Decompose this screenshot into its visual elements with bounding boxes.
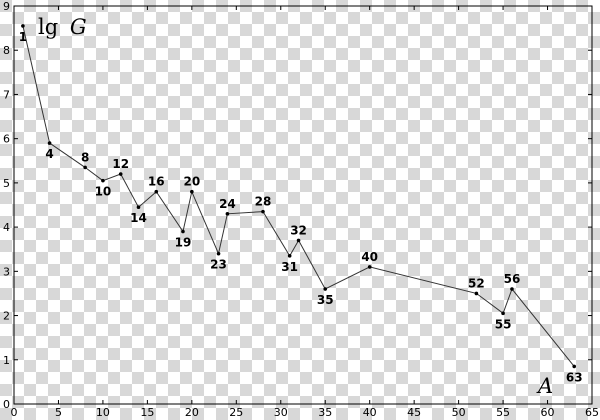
data-point-label: 32 <box>290 223 307 237</box>
data-point <box>181 229 185 234</box>
y-tick-label: 2 <box>3 310 10 323</box>
data-point-label: 52 <box>468 276 485 290</box>
data-point <box>501 311 505 316</box>
data-point-label: 10 <box>95 185 112 199</box>
data-point-label: 16 <box>148 175 165 189</box>
data-point <box>287 254 292 258</box>
data-point <box>101 178 105 183</box>
data-point-label: 35 <box>317 293 334 307</box>
data-point-label: 20 <box>183 175 200 189</box>
data-point <box>474 291 479 296</box>
data-point <box>154 189 159 194</box>
x-tick-label: 45 <box>407 406 421 419</box>
y-tick-label: 1 <box>3 354 10 367</box>
data-point <box>47 141 52 145</box>
data-point-label: 55 <box>495 317 512 331</box>
x-tick-label: 55 <box>496 406 510 419</box>
data-point <box>225 212 230 216</box>
x-tick-label: 35 <box>318 406 332 419</box>
y-tick-label: 7 <box>3 88 10 101</box>
data-point <box>21 24 25 28</box>
data-point-label: 63 <box>566 370 583 384</box>
data-point-label: 12 <box>112 157 129 171</box>
x-tick-label: 10 <box>96 406 110 419</box>
y-axis-title: lg G <box>38 15 87 39</box>
data-point <box>136 205 141 210</box>
data-point <box>510 287 514 291</box>
y-tick-label: 3 <box>3 265 10 278</box>
data-point-label: 14 <box>130 211 147 225</box>
data-point <box>261 209 265 214</box>
data-point-label: 28 <box>255 195 272 209</box>
x-tick-label: 60 <box>541 406 555 419</box>
x-tick-label: 15 <box>140 406 154 419</box>
x-tick-label: 5 <box>55 406 62 419</box>
y-tick-label: 0 <box>3 398 10 411</box>
x-tick-label: 20 <box>185 406 199 419</box>
y-tick-label: 4 <box>3 221 10 234</box>
series-polyline <box>22 25 575 367</box>
data-point <box>190 189 194 194</box>
data-point <box>323 287 328 291</box>
data-point <box>367 265 372 269</box>
data-point-label: 4 <box>45 147 53 161</box>
y-axis-title-symbol: G <box>70 15 87 39</box>
y-tick-label: 6 <box>3 133 10 146</box>
x-tick-label: 0 <box>11 406 18 419</box>
x-tick-label: 40 <box>363 406 377 419</box>
y-axis-title-prefix: lg <box>38 15 58 39</box>
data-point <box>216 251 221 256</box>
y-tick-label: 5 <box>3 177 10 190</box>
x-tick-label: 65 <box>585 406 599 419</box>
data-point <box>83 165 87 170</box>
y-tick-label: 8 <box>3 44 10 57</box>
data-point <box>296 238 301 243</box>
plot-frame <box>13 5 593 405</box>
data-point-label: 24 <box>219 197 236 211</box>
x-tick-label: 50 <box>452 406 466 419</box>
data-point <box>118 172 123 176</box>
data-point-label: 8 <box>81 150 89 164</box>
data-point-label: 23 <box>210 258 227 272</box>
data-point <box>572 364 577 369</box>
x-tick-label: 30 <box>274 406 288 419</box>
series-line <box>21 24 577 369</box>
x-tick-label: 25 <box>229 406 243 419</box>
x-axis-title: A <box>536 374 553 398</box>
data-point-label: 1 <box>19 30 27 44</box>
data-point-label: 56 <box>504 272 521 286</box>
y-tick-label: 9 <box>3 0 10 13</box>
axis-titles: lg G A <box>38 15 553 398</box>
data-point-label: 19 <box>175 236 192 250</box>
data-point-label: 40 <box>361 250 378 264</box>
data-point-label: 31 <box>281 260 298 274</box>
